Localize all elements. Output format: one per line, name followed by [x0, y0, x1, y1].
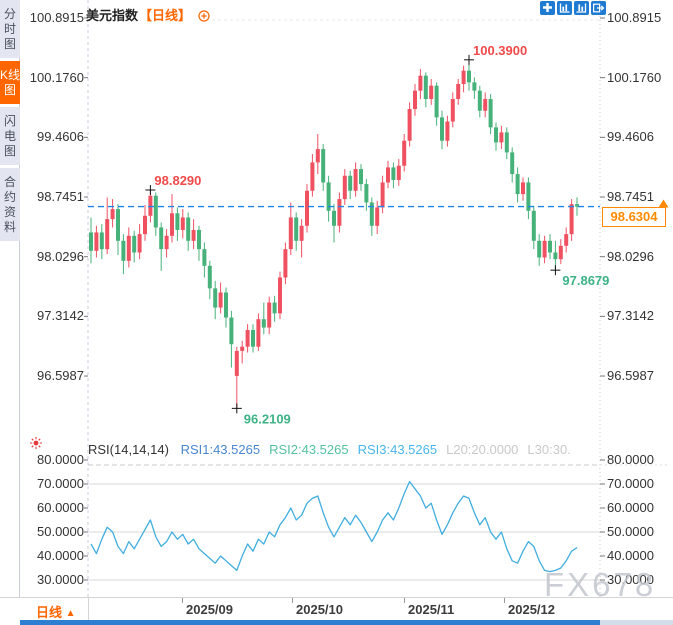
range-scrollbar-track[interactable]: [600, 620, 673, 625]
x-axis-label: 2025/11: [408, 602, 455, 617]
rsi-legend-item: RSI3:43.5265: [357, 442, 438, 457]
x-axis-tick: [182, 598, 183, 603]
symbol-title: 美元指数: [86, 8, 139, 23]
x-axis-tick: [504, 598, 505, 603]
divider: [88, 598, 89, 621]
time-axis-bar: 日线 ▲ 2025/09 2025/10 2025/11 2025/12: [0, 597, 673, 621]
rsi-legend: RSI(14,14,14) RSI1:43.5265 RSI2:43.5265 RS…: [88, 442, 580, 457]
rsi-legend-item: L30:30.: [527, 442, 571, 457]
sidebar-tab-kline[interactable]: K线图: [0, 61, 20, 104]
sidebar-tab-timeshare[interactable]: 分时图: [0, 0, 20, 58]
export-icon[interactable]: [591, 1, 606, 15]
sidebar-tab-flash[interactable]: 闪电图: [0, 107, 20, 165]
current-price-box[interactable]: 98.6304: [602, 207, 666, 227]
x-axis-label: 2025/09: [186, 602, 233, 617]
chevron-up-icon: ▲: [65, 608, 76, 619]
rsi-legend-item: RSI2:43.5265: [269, 442, 349, 457]
range-scrollbar[interactable]: [20, 620, 600, 625]
x-axis-tick: [404, 598, 405, 603]
sidebar: 分时图 K线图闪电图合约资料: [0, 0, 20, 597]
axis-scale-alt-icon[interactable]: [574, 1, 589, 15]
flash-icon[interactable]: [29, 436, 43, 450]
timeframe-tag: 【日线】: [139, 8, 192, 23]
timeframe-label: 日线: [36, 605, 63, 620]
rsi-legend-item: L20:20.0000: [446, 442, 519, 457]
rsi-title: RSI(14,14,14): [88, 442, 169, 457]
price-annotation: 100.3900: [473, 43, 527, 58]
axis-scale-icon[interactable]: [557, 1, 572, 15]
price-annotation: 96.2109: [244, 411, 291, 426]
sidebar-tab-contract-info[interactable]: 合约资料: [0, 168, 20, 241]
x-axis-label: 2025/10: [296, 602, 343, 617]
chart-header: 美元指数【日线】: [86, 5, 210, 25]
x-axis-label: 2025/12: [508, 602, 555, 617]
add-indicator-icon[interactable]: [198, 10, 210, 25]
price-annotation: 97.8679: [562, 273, 609, 288]
chart-toolbar: [540, 1, 606, 15]
timeframe-selector[interactable]: 日线 ▲: [36, 602, 76, 621]
move-icon[interactable]: [540, 1, 555, 15]
x-axis-tick: [292, 598, 293, 603]
rsi-legend-item: RSI1:43.5265: [180, 442, 261, 457]
price-annotation: 98.8290: [154, 173, 201, 188]
